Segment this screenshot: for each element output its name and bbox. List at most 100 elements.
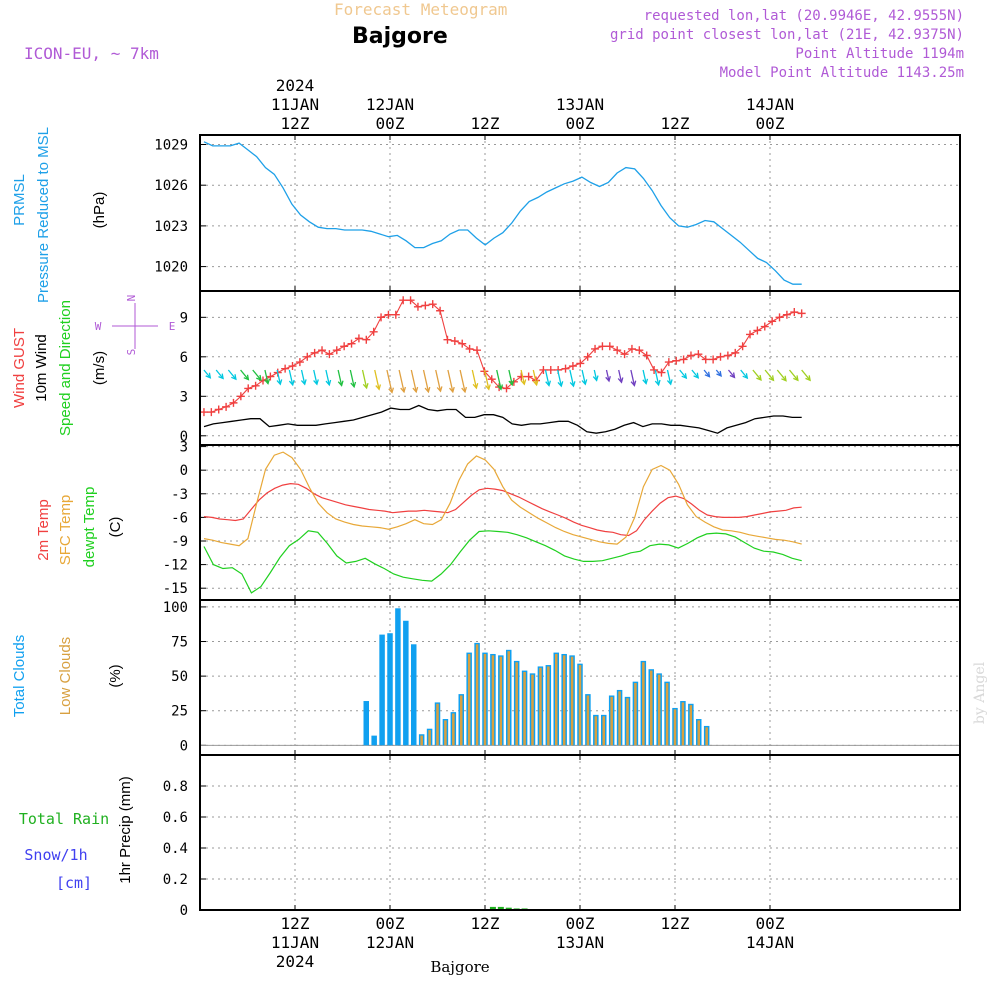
model-altitude: Model Point Altitude 1143.25m (719, 65, 964, 81)
bottom-time-label: 00Z (566, 914, 595, 933)
wind-direction-arrow (276, 369, 281, 385)
requested-coords: requested lon,lat (20.9946E, 42.9555N) (643, 8, 964, 24)
gust-marker (318, 346, 327, 355)
gust-marker (458, 339, 467, 348)
bottom-time-label: 12Z (471, 914, 500, 933)
gust-marker (281, 364, 290, 373)
wind-arrow-head (642, 378, 649, 385)
precip-unit-label: 1hr Precip (mm) (117, 776, 134, 884)
gust-marker (229, 398, 238, 407)
gust-marker (782, 310, 791, 319)
temp-2m-label: 2m Temp (35, 499, 52, 560)
wind-direction-arrow (691, 369, 699, 379)
low-cloud-bar (444, 720, 447, 746)
wind-direction-arrow (215, 369, 224, 379)
top-time-label: 13JAN (556, 95, 604, 114)
low-cloud-bar (562, 655, 566, 746)
top-time-label: 12Z (471, 114, 500, 133)
wind-arrow-head (742, 373, 749, 380)
gust-marker (310, 348, 319, 357)
wind-direction-arrow (618, 369, 623, 383)
gust-marker (605, 342, 614, 351)
bottom-time-label: 13JAN (556, 933, 604, 952)
wind-direction-arrow (679, 369, 687, 379)
wind-arrow-head (693, 372, 700, 379)
top-time-label: 12Z (281, 114, 310, 133)
compass-e: E (169, 320, 176, 333)
rain-bar (497, 906, 504, 910)
pressure-line (203, 141, 802, 285)
panel-frame (199, 444, 961, 601)
low-cloud-bar (665, 683, 669, 746)
gust-marker (421, 301, 430, 310)
wind-direction-arrow (776, 369, 787, 382)
wind-arrow-head (520, 379, 527, 386)
low-cloud-bar (586, 695, 590, 746)
y-tick-label: 9 (180, 310, 188, 326)
gust-marker (768, 317, 777, 326)
wind-speed-line (203, 404, 802, 434)
gust-marker (635, 346, 644, 355)
y-tick-label: -9 (171, 534, 188, 550)
wind-arrow-head (781, 375, 787, 382)
low-clouds-label: Low Clouds (57, 637, 74, 715)
gust-marker (576, 359, 585, 368)
bottom-time-label: 12Z (661, 914, 690, 933)
gust-marker (199, 408, 208, 417)
wind-arrow-head (436, 386, 443, 393)
gust-marker (650, 365, 659, 374)
wind-direction-arrow (410, 369, 417, 393)
low-cloud-bar (602, 716, 605, 746)
panel-frame (199, 290, 961, 446)
low-cloud-bar (650, 670, 653, 746)
top-time-label: 00Z (756, 114, 785, 133)
wind-direction-arrow (374, 369, 380, 390)
wind-arrow-head (630, 380, 637, 387)
wind-arrow-head (729, 372, 736, 379)
y-tick-label: 0 (180, 429, 188, 445)
y-tick-label: 3 (180, 389, 188, 405)
wind-direction-arrow (740, 369, 748, 379)
gust-marker (723, 351, 732, 360)
wind-arrow-head (325, 379, 332, 387)
total-cloud-bar (403, 620, 409, 746)
low-cloud-bar (452, 713, 455, 746)
low-cloud-bar (618, 691, 621, 746)
wind-direction-arrow (581, 369, 586, 385)
wind-10m-label: 10m Wind (33, 334, 50, 402)
low-cloud-bar (475, 644, 479, 746)
wind-arrow-head (704, 371, 711, 378)
low-cloud-bar (428, 730, 431, 746)
gust-marker (709, 355, 718, 364)
wind-direction-arrow (569, 369, 575, 387)
gust-marker (251, 381, 260, 390)
compass-n: N (125, 295, 138, 302)
y-tick-label: 1026 (154, 178, 188, 194)
gust-marker (627, 344, 636, 353)
compass-w: W (95, 320, 102, 333)
low-cloud-bar (515, 662, 518, 746)
total-cloud-bar (411, 644, 417, 746)
model-label: ICON-EU, ~ 7km (24, 44, 159, 63)
wind-arrow-head (337, 380, 344, 387)
gust-marker (354, 334, 363, 343)
low-cloud-bar (436, 703, 439, 746)
gust-marker (686, 351, 695, 360)
wind-arrow-head (617, 377, 624, 384)
gust-marker (266, 372, 275, 381)
gust-marker (583, 352, 592, 361)
gust-marker (413, 302, 422, 311)
total-cloud-bar (379, 634, 385, 746)
gust-marker (797, 309, 806, 318)
y-tick-label: 0.4 (163, 841, 188, 857)
wind-direction-arrow (288, 369, 294, 385)
gust-marker (436, 306, 445, 315)
gust-marker (295, 358, 304, 367)
gust-marker (450, 337, 459, 346)
gust-marker (716, 352, 725, 361)
wind-arrow-head (569, 381, 576, 388)
gust-marker (207, 408, 216, 417)
bottom-time-label: 00Z (756, 914, 785, 933)
bottom-time-label: 00Z (376, 914, 405, 933)
